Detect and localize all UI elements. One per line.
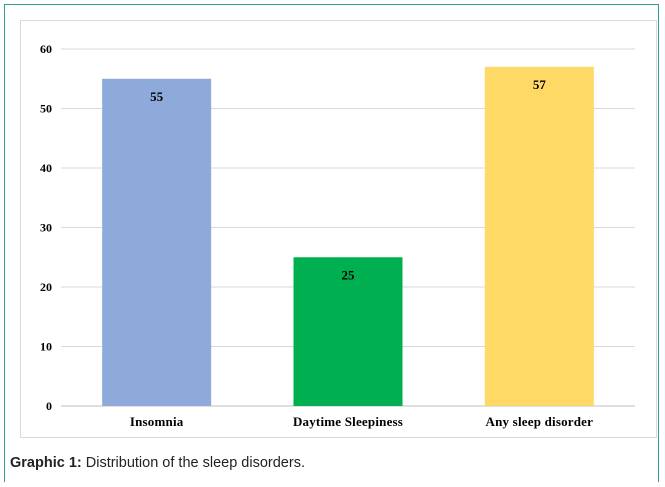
- y-tick-label: 0: [46, 399, 52, 413]
- x-category-label: Any sleep disorder: [486, 414, 594, 429]
- chart-panel: 0 10 20 30 40 50 60 55 Insomnia 25 Daytime Sleepin…: [20, 20, 657, 438]
- figure-caption: Graphic 1: Distribution of the sleep dis…: [10, 455, 305, 471]
- y-tick-label: 60: [40, 42, 52, 56]
- bar-chart: 0 10 20 30 40 50 60 55 Insomnia 25 Daytime Sleepin…: [40, 42, 635, 429]
- caption-text: Distribution of the sleep disorders.: [81, 455, 305, 471]
- bar-insomnia: [102, 78, 212, 406]
- x-category-label: Daytime Sleepiness: [293, 414, 403, 429]
- caption-label: Graphic 1:: [10, 455, 82, 471]
- x-category-label: Insomnia: [130, 414, 184, 429]
- y-tick-label: 20: [40, 280, 52, 294]
- y-tick-label: 40: [40, 161, 52, 175]
- y-tick-label: 50: [40, 102, 52, 116]
- bar-any-sleep-disorder: [484, 66, 594, 406]
- figure-frame: [4, 4, 659, 482]
- y-tick-label: 30: [40, 221, 52, 235]
- data-label: 25: [342, 267, 356, 282]
- bar-daytime-sleepiness: [293, 257, 403, 406]
- y-tick-label: 10: [40, 340, 52, 354]
- data-label: 55: [150, 89, 164, 104]
- data-label: 57: [533, 77, 547, 92]
